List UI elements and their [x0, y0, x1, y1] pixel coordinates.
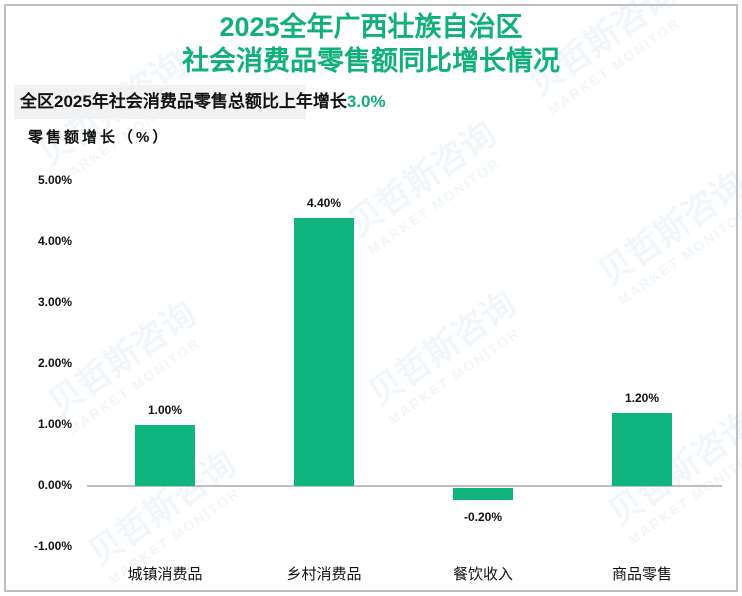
- value-label: 1.00%: [147, 403, 183, 417]
- x-tick-label: 城镇消费品: [127, 566, 203, 583]
- chart-title: 2025全年广西壮族自治区 社会消费品零售额同比增长情况: [0, 10, 742, 78]
- bar-retail: [612, 412, 672, 486]
- bar-urban: [135, 425, 195, 486]
- x-tick-label: 商品零售: [611, 566, 672, 583]
- chart-title-line1: 2025全年广西壮族自治区: [219, 12, 523, 42]
- y-tick: 2.00%: [37, 356, 72, 370]
- value-label: 4.40%: [306, 195, 342, 210]
- y-tick: -1.00%: [33, 539, 72, 553]
- bar-rural: [294, 217, 354, 486]
- subtitle-highlight: 3.0%: [346, 92, 386, 111]
- value-label: -0.20%: [463, 510, 503, 525]
- y-tick: 3.00%: [37, 295, 72, 309]
- y-axis-label: 零售额增长（%）: [28, 129, 171, 146]
- y-tick: 4.00%: [37, 234, 72, 248]
- y-tick: 1.00%: [37, 417, 72, 431]
- subtitle-callout: 全区2025年社会消费品零售总额比上年增长3.0%: [14, 85, 386, 119]
- y-tick: 5.00%: [37, 173, 72, 187]
- x-tick-label: 餐饮收入: [452, 566, 513, 583]
- x-tick-label: 乡村消费品: [286, 566, 362, 583]
- x-axis-zero-line: [87, 485, 722, 487]
- chart-title-line2: 社会消费品零售额同比增长情况: [182, 46, 560, 76]
- y-tick: 0.00%: [37, 478, 72, 492]
- subtitle-text: 全区2025年社会消费品零售总额比上年增长: [20, 92, 347, 111]
- bar-catering: [453, 488, 513, 501]
- value-label: 1.20%: [624, 390, 660, 405]
